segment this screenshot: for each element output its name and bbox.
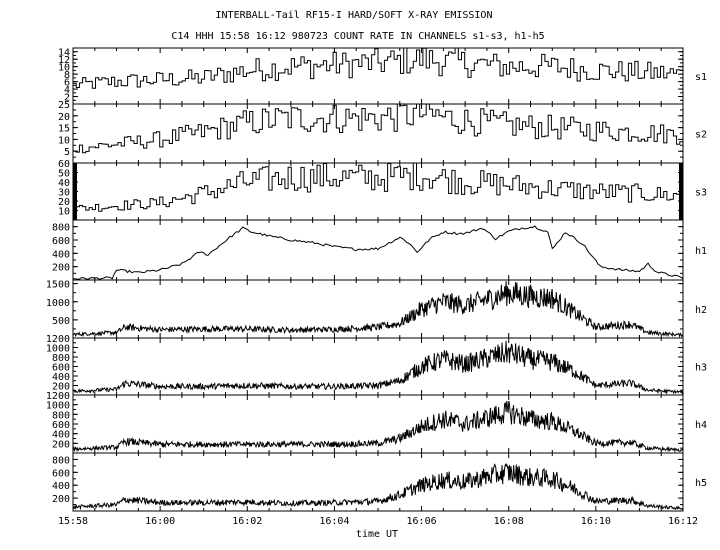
y-tick-label: 10	[58, 207, 70, 218]
y-tick-label: 1200	[46, 391, 70, 402]
y-tick-label: 5	[64, 147, 70, 158]
x-tick-label: 15:58	[58, 516, 88, 527]
x-axis-label: time UT	[356, 529, 398, 540]
x-tick-label: 16:00	[145, 516, 175, 527]
y-tick-label: 8	[64, 70, 70, 81]
panels: 2468101214s1510152025s2102030405060s3200…	[46, 47, 707, 512]
y-tick-label: 15	[58, 124, 70, 135]
y-tick-label: 6	[64, 78, 70, 89]
series-line-h3	[72, 340, 684, 395]
y-tick-label: 20	[58, 112, 70, 123]
series-label-h1: h1	[695, 246, 707, 257]
y-tick-label: 1000	[46, 298, 70, 309]
y-tick-label: 14	[58, 48, 70, 59]
y-tick-label: 25	[58, 100, 70, 111]
x-tick-label: 16:02	[232, 516, 262, 527]
panel-h5: 200 400 600 800 h5	[52, 452, 707, 512]
y-tick-label: 200	[52, 263, 70, 274]
x-tick-label: 16:12	[668, 516, 698, 527]
x-tick-label: 16:06	[407, 516, 437, 527]
series-label-h2: h2	[695, 305, 707, 316]
series-line-h1	[73, 225, 684, 280]
series-label-s2: s2	[695, 130, 707, 141]
y-tick-label: 12	[58, 55, 70, 66]
y-tick-label: 1000	[46, 344, 70, 355]
y-tick-label: 2	[64, 93, 70, 104]
y-tick-label: 4	[64, 85, 70, 96]
series-line-s3	[73, 162, 683, 212]
y-tick-label: 60	[58, 159, 70, 170]
y-tick-label: 30	[58, 188, 70, 199]
y-tick-label: 1500	[46, 280, 70, 291]
y-tick-label: 400	[52, 430, 70, 441]
y-tick-label: 800	[52, 353, 70, 364]
y-tick-label: 20	[58, 197, 70, 208]
x-tick-label: 16:04	[319, 516, 349, 527]
y-tick-label: 500	[52, 316, 70, 327]
y-tick-label: 40	[58, 178, 70, 189]
y-tick-label: 600	[52, 236, 70, 247]
panel-h1: 200 400 600 800 h1	[52, 219, 707, 281]
series-line-s2	[73, 103, 683, 154]
y-tick-label: 50	[58, 169, 70, 180]
y-tick-label: 400	[52, 249, 70, 260]
series-label-h4: h4	[695, 420, 707, 431]
y-tick-label: 600	[52, 420, 70, 431]
series-label-s1: s1	[695, 72, 707, 83]
edge-bar-left	[73, 163, 77, 220]
y-tick-label: 800	[52, 455, 70, 466]
y-tick-label: 10	[58, 135, 70, 146]
series-line-h5	[72, 463, 684, 511]
y-tick-label: 600	[52, 363, 70, 374]
y-tick-label: 800	[52, 223, 70, 234]
chart-title: INTERBALL-Tail RF15-I HARD/SOFT X-RAY EM…	[216, 10, 493, 21]
y-tick-label: 200	[52, 494, 70, 505]
y-tick-label: 200	[52, 382, 70, 393]
y-tick-label: 800	[52, 410, 70, 421]
series-line-h4	[72, 400, 684, 453]
x-tick-label: 16:10	[581, 516, 611, 527]
series-label-s3: s3	[695, 188, 707, 199]
y-tick-label: 1200	[46, 334, 70, 345]
x-tick-label: 16:08	[494, 516, 524, 527]
series-label-h5: h5	[695, 478, 707, 489]
panel-h2: 500 1000 1500 h2	[46, 279, 707, 339]
edge-bar-right	[679, 163, 683, 220]
y-tick-label: 400	[52, 372, 70, 383]
series-label-h3: h3	[695, 363, 707, 374]
series-line-h2	[72, 281, 684, 339]
y-tick-label: 10	[58, 63, 70, 74]
panel-frame	[72, 162, 684, 221]
panel-frame	[72, 103, 684, 164]
y-tick-label: 600	[52, 468, 70, 479]
time-axis: 15:58 16:00 16:02 16:04 16:06 16:08 16:10 16:12	[58, 516, 698, 527]
y-tick-label: 200	[52, 439, 70, 450]
y-tick-label: 1000	[46, 401, 70, 412]
series-line-s1	[73, 47, 683, 89]
y-tick-label: 400	[52, 481, 70, 492]
chart-subtitle: C14 HHH 15:58 16:12 980723 COUNT RATE IN…	[171, 31, 544, 42]
